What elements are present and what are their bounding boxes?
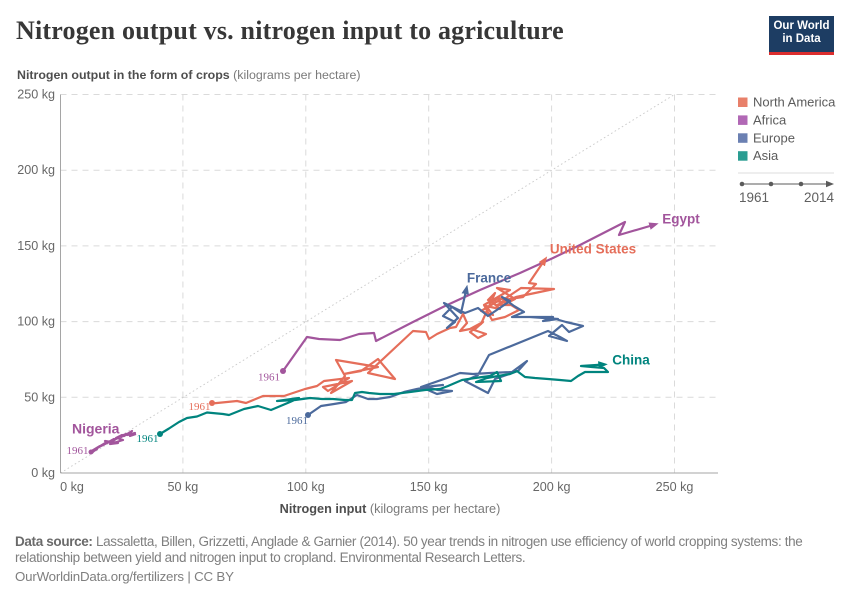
svg-text:Egypt: Egypt xyxy=(662,212,700,227)
svg-text:Asia: Asia xyxy=(753,148,779,163)
svg-text:1961: 1961 xyxy=(189,401,211,413)
svg-text:Europe: Europe xyxy=(753,130,795,145)
svg-text:250 kg: 250 kg xyxy=(17,88,55,102)
svg-text:Africa: Africa xyxy=(753,112,787,127)
svg-text:China: China xyxy=(612,353,650,368)
svg-text:50 kg: 50 kg xyxy=(167,480,198,494)
svg-text:50 kg: 50 kg xyxy=(24,390,55,404)
svg-text:Nigeria: Nigeria xyxy=(72,421,120,437)
svg-text:100 kg: 100 kg xyxy=(17,315,55,329)
svg-text:Nitrogen input (kilograms per: Nitrogen input (kilograms per hectare) xyxy=(280,502,501,516)
svg-text:1961: 1961 xyxy=(67,445,89,457)
svg-text:2014: 2014 xyxy=(804,190,835,205)
svg-text:150 kg: 150 kg xyxy=(17,239,55,253)
svg-text:1961: 1961 xyxy=(258,372,280,384)
svg-text:250 kg: 250 kg xyxy=(656,480,694,494)
svg-text:0 kg: 0 kg xyxy=(31,466,55,480)
svg-text:1961: 1961 xyxy=(286,415,308,427)
svg-text:0 kg: 0 kg xyxy=(60,480,84,494)
svg-text:United States: United States xyxy=(550,242,636,257)
svg-text:France: France xyxy=(467,271,512,286)
svg-text:1961: 1961 xyxy=(137,433,159,445)
svg-text:North America: North America xyxy=(753,95,836,110)
svg-text:1961: 1961 xyxy=(739,190,769,205)
svg-text:150 kg: 150 kg xyxy=(410,480,448,494)
svg-text:200 kg: 200 kg xyxy=(533,480,571,494)
svg-text:200 kg: 200 kg xyxy=(17,163,55,177)
svg-text:100 kg: 100 kg xyxy=(287,480,325,494)
